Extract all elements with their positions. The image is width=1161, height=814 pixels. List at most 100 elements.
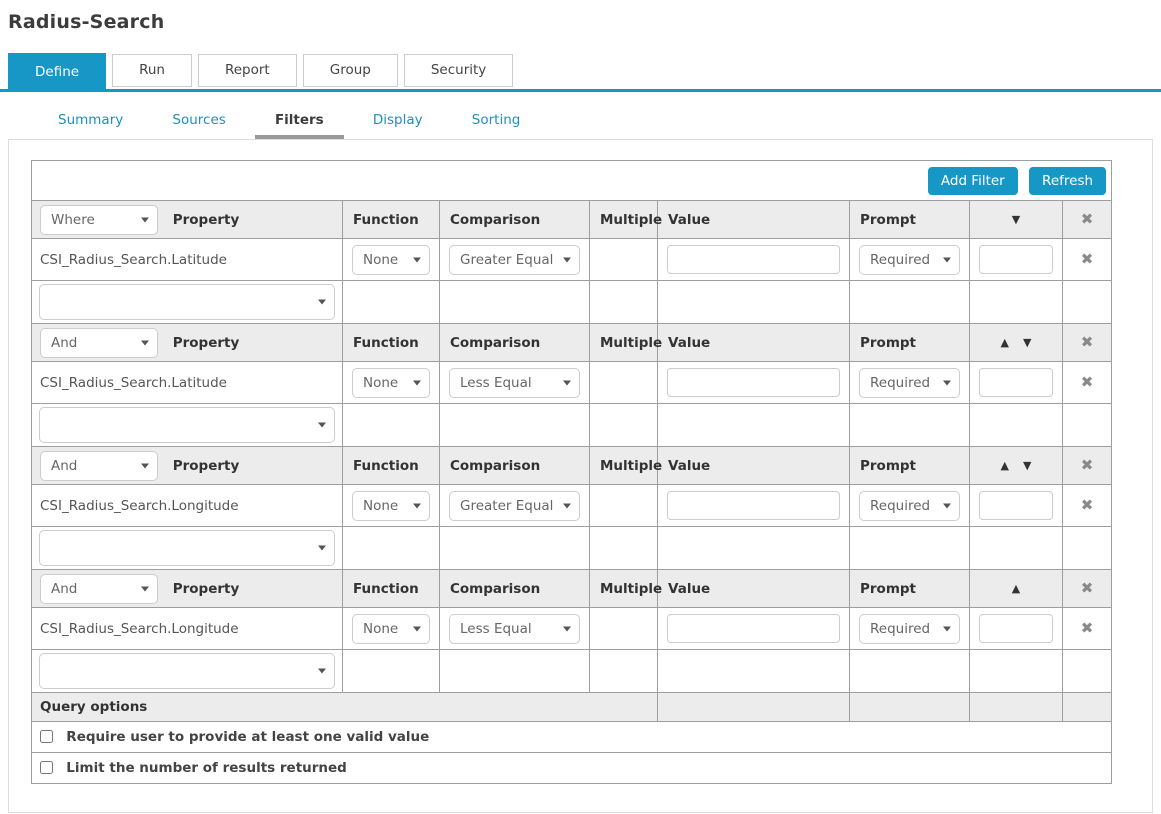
prompt-select[interactable]: Required xyxy=(859,491,960,521)
add-property-select[interactable] xyxy=(39,407,335,443)
prompt-value-input[interactable] xyxy=(979,368,1053,397)
value-column-header: Value xyxy=(658,570,850,608)
prompt-value-input[interactable] xyxy=(979,614,1053,643)
comparison-cell: Less Equal xyxy=(440,362,590,404)
function-column-header: Function xyxy=(343,570,440,608)
comparison-column-header: Comparison xyxy=(440,570,590,608)
filter-row: CSI_Radius_Search.Longitude None Greater… xyxy=(32,485,1112,527)
comparison-select[interactable]: Less Equal xyxy=(449,614,580,644)
delete-cell: ✖ xyxy=(1063,485,1112,527)
prompt-select[interactable]: Required xyxy=(859,614,960,644)
function-select[interactable]: None xyxy=(352,245,430,275)
function-select-wrap: None xyxy=(352,491,430,521)
conjunction-select[interactable]: And xyxy=(40,328,158,358)
prompt-select[interactable]: Required xyxy=(859,245,960,275)
add-property-select[interactable] xyxy=(39,530,335,566)
add-filter-button[interactable]: Add Filter xyxy=(928,167,1018,195)
conjunction-select[interactable]: Where xyxy=(40,205,158,235)
multiple-cell xyxy=(590,362,658,404)
require-valid-value-checkbox[interactable] xyxy=(40,730,53,743)
limit-results-checkbox[interactable] xyxy=(40,761,53,774)
move-cell: ▲▼ xyxy=(970,447,1063,485)
function-cell: None xyxy=(343,608,440,650)
value-input[interactable] xyxy=(667,491,840,520)
conjunction-cell: And Property xyxy=(32,570,343,608)
add-property-cell xyxy=(32,281,343,324)
function-column-header: Function xyxy=(343,447,440,485)
move-up-icon[interactable]: ▲ xyxy=(994,459,1016,472)
comparison-select[interactable]: Greater Equal xyxy=(449,491,580,521)
prompt-value-input[interactable] xyxy=(979,245,1053,274)
query-option-cell: Require user to provide at least one val… xyxy=(32,722,1112,753)
delete-filter-icon[interactable]: ✖ xyxy=(1072,375,1102,390)
function-select[interactable]: None xyxy=(352,368,430,398)
value-input[interactable] xyxy=(667,245,840,274)
tab-security[interactable]: Security xyxy=(404,54,513,87)
conjunction-select-wrap: And xyxy=(40,328,158,358)
add-property-select[interactable] xyxy=(39,284,335,320)
delete-filter-icon[interactable]: ✖ xyxy=(1072,621,1102,636)
delete-group-icon[interactable]: ✖ xyxy=(1063,581,1111,596)
filters-panel: Add Filter Refresh Where Property Functi… xyxy=(8,139,1153,813)
comparison-column-header: Comparison xyxy=(440,324,590,362)
prompt-select-wrap: Required xyxy=(859,245,960,275)
filter-group-header: Where Property Function Comparison Multi… xyxy=(32,201,1112,239)
refresh-button[interactable]: Refresh xyxy=(1029,167,1106,195)
prompt-column-header: Prompt xyxy=(850,201,970,239)
delete-filter-icon[interactable]: ✖ xyxy=(1072,252,1102,267)
comparison-cell: Greater Equal xyxy=(440,485,590,527)
value-input[interactable] xyxy=(667,368,840,397)
comparison-select[interactable]: Greater Equal xyxy=(449,245,580,275)
delete-group-icon[interactable]: ✖ xyxy=(1063,212,1111,227)
tab-group[interactable]: Group xyxy=(303,54,398,87)
multiple-column-header: Multiple xyxy=(590,447,658,485)
conjunction-select[interactable]: And xyxy=(40,574,158,604)
prompt-value-input[interactable] xyxy=(979,491,1053,520)
move-down-icon[interactable]: ▼ xyxy=(1005,213,1027,226)
delete-group-icon[interactable]: ✖ xyxy=(1063,458,1111,473)
conjunction-select[interactable]: And xyxy=(40,451,158,481)
delete-filter-icon[interactable]: ✖ xyxy=(1072,498,1102,513)
tab-define[interactable]: Define xyxy=(8,53,106,89)
prompt-select-wrap: Required xyxy=(859,368,960,398)
subtab-summary[interactable]: Summary xyxy=(38,112,143,137)
toolbar-cell: Add Filter Refresh xyxy=(32,161,1112,201)
require-valid-value-label: Require user to provide at least one val… xyxy=(66,729,429,745)
value-cell xyxy=(658,362,850,404)
value-input[interactable] xyxy=(667,614,840,643)
add-property-cell xyxy=(32,650,343,693)
conjunction-cell: Where Property xyxy=(32,201,343,239)
move-down-icon[interactable]: ▼ xyxy=(1016,336,1038,349)
function-select[interactable]: None xyxy=(352,491,430,521)
delete-cell: ✖ xyxy=(1063,324,1112,362)
move-down-icon[interactable]: ▼ xyxy=(1016,459,1038,472)
subtab-filters[interactable]: Filters xyxy=(255,112,344,139)
prompt-value-cell xyxy=(970,362,1063,404)
filter-group-header: And Property Function Comparison Multipl… xyxy=(32,570,1112,608)
move-up-icon[interactable]: ▲ xyxy=(994,336,1016,349)
prompt-select[interactable]: Required xyxy=(859,368,960,398)
subtab-sources[interactable]: Sources xyxy=(152,112,245,137)
add-property-cell xyxy=(32,404,343,447)
function-cell: None xyxy=(343,485,440,527)
add-property-row xyxy=(32,281,1112,324)
property-name: CSI_Radius_Search.Longitude xyxy=(32,608,343,650)
prompt-cell: Required xyxy=(850,608,970,650)
comparison-select[interactable]: Less Equal xyxy=(449,368,580,398)
conjunction-cell: And Property xyxy=(32,324,343,362)
tab-run[interactable]: Run xyxy=(112,54,192,87)
property-name: CSI_Radius_Search.Latitude xyxy=(32,239,343,281)
move-cell: ▲▼ xyxy=(970,324,1063,362)
subtab-display[interactable]: Display xyxy=(353,112,443,137)
tab-report[interactable]: Report xyxy=(198,54,297,87)
query-options-header-row: Query options xyxy=(32,693,1112,722)
function-select[interactable]: None xyxy=(352,614,430,644)
delete-cell: ✖ xyxy=(1063,447,1112,485)
property-column-header: Property xyxy=(173,581,240,597)
prompt-column-header: Prompt xyxy=(850,570,970,608)
move-up-icon[interactable]: ▲ xyxy=(1005,582,1027,595)
add-property-select[interactable] xyxy=(39,653,335,689)
delete-group-icon[interactable]: ✖ xyxy=(1063,335,1111,350)
function-select-wrap: None xyxy=(352,368,430,398)
subtab-sorting[interactable]: Sorting xyxy=(452,112,541,137)
